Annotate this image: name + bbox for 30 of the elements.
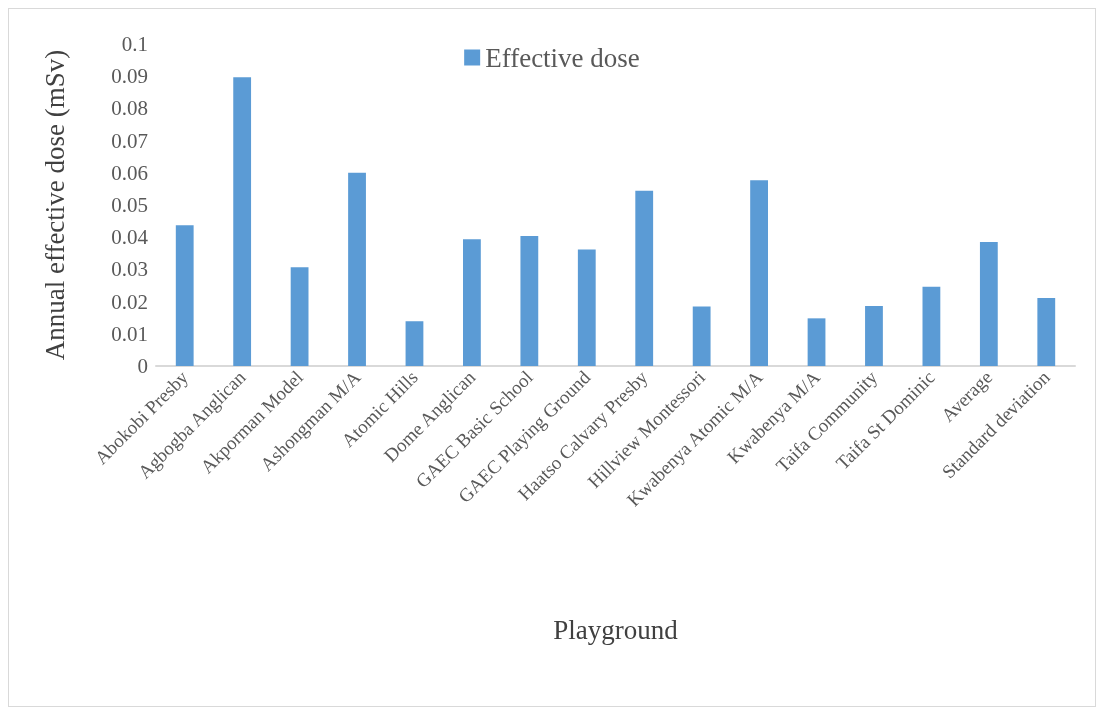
- bar: [1037, 298, 1056, 366]
- bar: [520, 235, 539, 366]
- bar: [750, 180, 768, 366]
- bar: [979, 242, 998, 366]
- bar: [865, 306, 883, 366]
- legend-label: Effective dose: [485, 42, 640, 73]
- bar: [577, 249, 596, 366]
- y-tick-label: 0.04: [111, 225, 149, 250]
- y-tick-label: 0.01: [111, 321, 148, 346]
- bar: [807, 318, 826, 366]
- y-tick-label: 0.03: [111, 257, 148, 282]
- bar: [922, 286, 941, 366]
- bar: [463, 239, 481, 366]
- y-tick-label: 0.1: [121, 32, 148, 56]
- bar: [233, 77, 252, 366]
- y-tick-label: 0: [137, 354, 148, 378]
- y-tick-label: 0.09: [111, 64, 148, 89]
- bar: [290, 267, 309, 366]
- y-tick-label: 0.05: [111, 193, 148, 217]
- y-tick-label: 0.07: [111, 128, 148, 153]
- y-tick-label: 0.06: [111, 160, 148, 185]
- y-axis-title: Annual effective dose (mSv): [39, 49, 70, 361]
- bar: [175, 225, 194, 366]
- y-tick-label: 0.02: [111, 289, 148, 314]
- bar: [692, 306, 711, 366]
- bar: [348, 172, 366, 366]
- y-tick-label: 0.08: [111, 96, 148, 121]
- bar: [635, 190, 654, 366]
- x-axis-title: Playground: [553, 614, 679, 645]
- bar: [405, 321, 424, 366]
